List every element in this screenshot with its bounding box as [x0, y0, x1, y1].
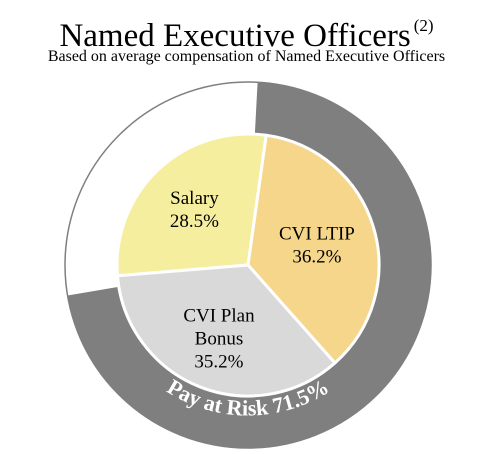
chart-title-text: Named Executive Officers	[59, 18, 411, 54]
cvi-plan-bonus-slice	[115, 263, 337, 398]
cvi-ltip-label-line: 36.2%	[292, 247, 341, 268]
slice-labels-layer: Salary 28.5% CVI LTIP 36.2% CVI Plan Bonus 35.…	[170, 188, 355, 373]
cvi-plan-bonus-label-line: Bonus	[195, 328, 244, 349]
pie-layer	[115, 132, 381, 398]
salary-label: Salary 28.5%	[170, 188, 219, 232]
title-footnote: (2)	[413, 16, 434, 35]
salary-label-line: 28.5%	[170, 211, 219, 232]
salary-label-line: Salary	[170, 188, 219, 209]
cvi-ltip-label-line: CVI LTIP	[279, 224, 355, 245]
cvi-ltip-label: CVI LTIP 36.2%	[279, 224, 355, 268]
cvi-plan-bonus-label-line: 35.2%	[194, 351, 243, 372]
chart-title: Named Executive Officers (2)	[0, 6, 493, 56]
cvi-plan-bonus-label: CVI Plan Bonus 35.2%	[183, 305, 255, 372]
chart-subtitle: Based on average compensation of Named E…	[47, 48, 446, 65]
cvi-ltip-slice	[246, 133, 381, 365]
cvi-plan-bonus-label-line: CVI Plan	[183, 305, 255, 326]
salary-slice	[115, 132, 268, 278]
